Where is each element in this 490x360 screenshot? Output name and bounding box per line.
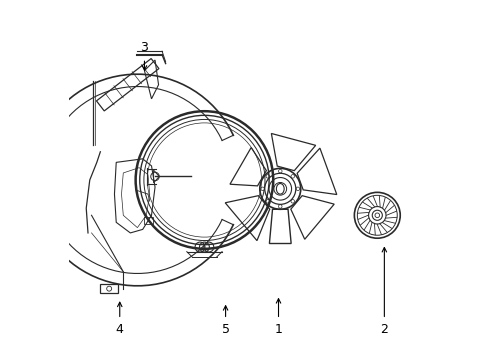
Text: 4: 4 bbox=[116, 323, 123, 337]
Text: 2: 2 bbox=[380, 323, 388, 337]
Text: 5: 5 bbox=[221, 323, 230, 337]
Text: 1: 1 bbox=[274, 323, 282, 337]
Text: 3: 3 bbox=[141, 41, 148, 54]
